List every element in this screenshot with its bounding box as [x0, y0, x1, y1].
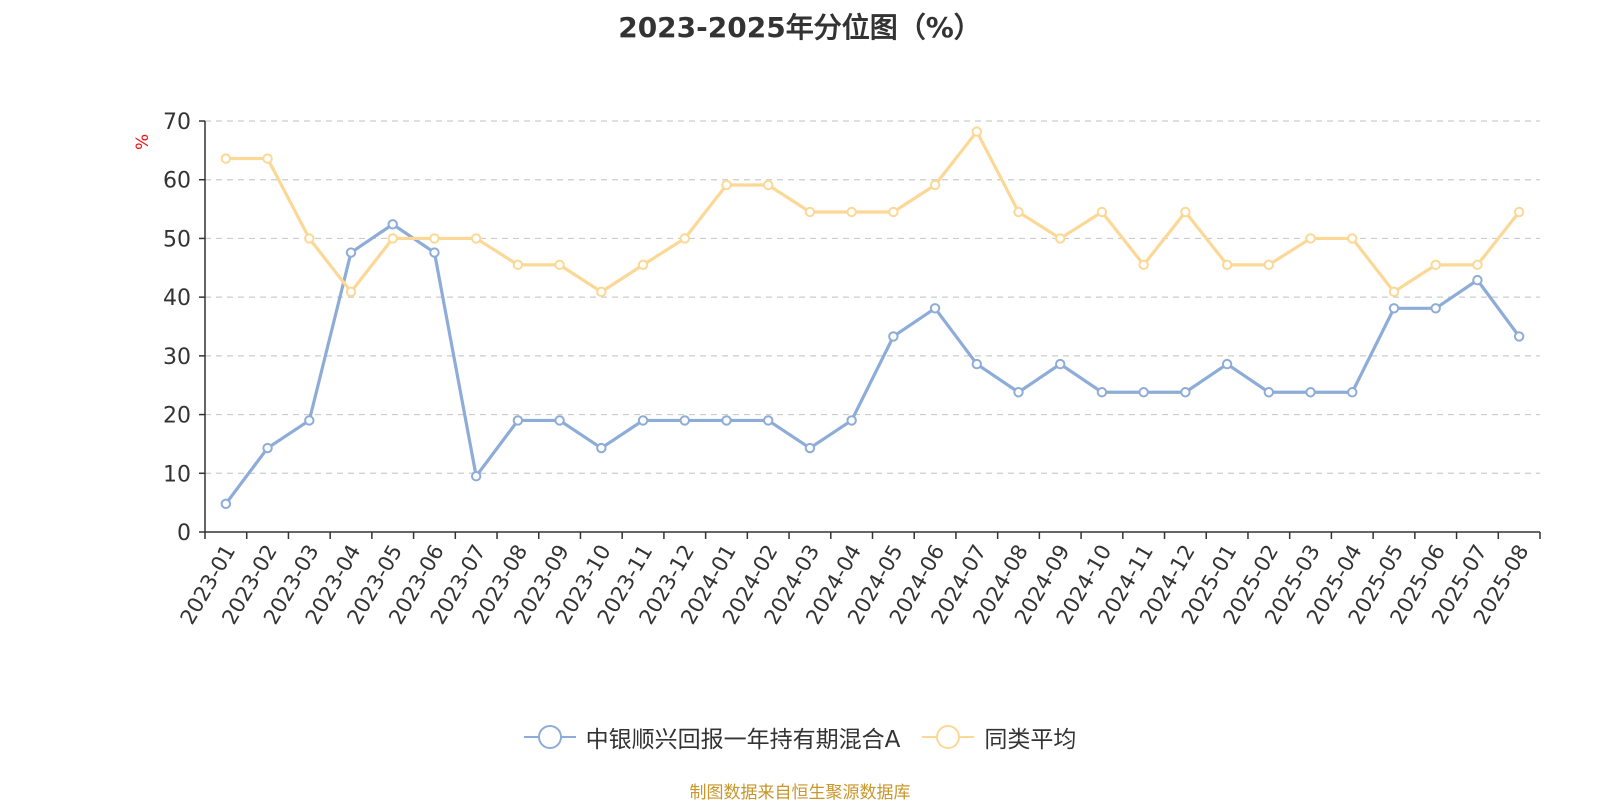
gridlines [205, 120, 1540, 474]
data-point [1138, 259, 1149, 271]
data-point [763, 415, 774, 426]
series-line-0 [224, 222, 1521, 505]
data-point [470, 233, 482, 244]
data-point [1055, 358, 1066, 370]
data-point [888, 206, 899, 218]
data-point [1513, 206, 1525, 218]
source-note: 制图数据来自恒生聚源数据库 [689, 783, 911, 803]
data-point [220, 498, 232, 510]
data-point [345, 286, 357, 298]
data-point [1472, 259, 1483, 271]
data-point [1347, 233, 1358, 244]
data-point [429, 233, 440, 244]
data-point [929, 303, 941, 314]
data-point [1096, 206, 1108, 218]
y-tick-label: 30 [163, 345, 191, 370]
data-point [637, 415, 649, 426]
y-tick-label: 60 [163, 169, 191, 194]
data-point [804, 442, 816, 454]
data-point [1096, 387, 1108, 398]
data-point [1221, 358, 1233, 370]
data-point [804, 206, 816, 218]
y-tick-label: 50 [163, 227, 191, 252]
data-point [554, 259, 565, 271]
data-point [637, 259, 649, 271]
data-point [971, 358, 982, 370]
data-point [387, 233, 398, 244]
data-point [679, 233, 690, 244]
series-line-1 [225, 129, 1521, 294]
data-point [1263, 387, 1275, 398]
data-point [1430, 303, 1441, 314]
series-1 [220, 126, 1525, 298]
data-point [262, 442, 273, 454]
series-0 [220, 219, 1525, 510]
y-tick-label: 40 [163, 286, 191, 311]
data-point [304, 233, 315, 244]
y-tick-label: 0 [177, 521, 191, 546]
series-lines [220, 126, 1525, 510]
data-point [470, 471, 482, 482]
data-point [596, 442, 607, 454]
data-point [1263, 259, 1275, 271]
data-point [1305, 387, 1316, 398]
y-axis-ticks: 0 10 20 30 40 50 60 70 [163, 110, 205, 546]
axes [204, 121, 1540, 533]
data-point [721, 415, 732, 426]
y-tick-label: 10 [163, 462, 191, 487]
data-point [1013, 387, 1024, 398]
data-point [220, 153, 232, 164]
legend: 中银顺兴回报一年持有期混合A 同类平均 [0, 720, 1600, 754]
data-point [888, 331, 899, 342]
data-point [1138, 387, 1149, 398]
data-point [721, 179, 732, 191]
data-point [763, 179, 774, 191]
line-chart: 0 10 20 30 40 50 60 70 2023-012023-022023-03202… [163, 110, 1541, 628]
data-point [679, 415, 690, 426]
data-point [1347, 387, 1358, 398]
data-point [1305, 233, 1316, 244]
chart-title: 2023-2025年分位图（%） [618, 11, 982, 44]
legend-marker-category-average [922, 724, 975, 750]
data-point [1013, 206, 1024, 218]
data-point [971, 126, 982, 137]
y-tick-label: 20 [163, 404, 191, 429]
legend-label-fund: 中银顺兴回报一年持有期混合A [585, 727, 901, 753]
data-point [345, 247, 357, 258]
data-point [1180, 387, 1191, 398]
data-point [1430, 259, 1441, 271]
data-point [512, 415, 524, 426]
data-point [1180, 206, 1191, 218]
data-point [1055, 233, 1066, 244]
data-point [846, 415, 857, 426]
data-point [1221, 259, 1233, 271]
data-point [304, 415, 315, 426]
data-point [554, 415, 565, 426]
data-point [1472, 274, 1483, 286]
data-point [262, 153, 273, 164]
data-point [1388, 286, 1400, 298]
data-point [429, 247, 440, 258]
legend-marker-fund [523, 724, 576, 750]
x-axis-ticks: 2023-012023-022023-032023-042023-052023-… [176, 532, 1541, 628]
data-point [1388, 303, 1400, 314]
data-point [387, 219, 398, 230]
data-point [929, 179, 941, 191]
data-point [596, 286, 607, 298]
legend-label-category-average: 同类平均 [984, 727, 1077, 753]
data-point [846, 206, 857, 218]
y-tick-label: 70 [163, 110, 191, 135]
legend-item-category-average[interactable]: 同类平均 [922, 720, 1076, 754]
data-point [512, 259, 524, 271]
legend-item-fund[interactable]: 中银顺兴回报一年持有期混合A [523, 720, 901, 754]
data-point [1513, 331, 1525, 342]
